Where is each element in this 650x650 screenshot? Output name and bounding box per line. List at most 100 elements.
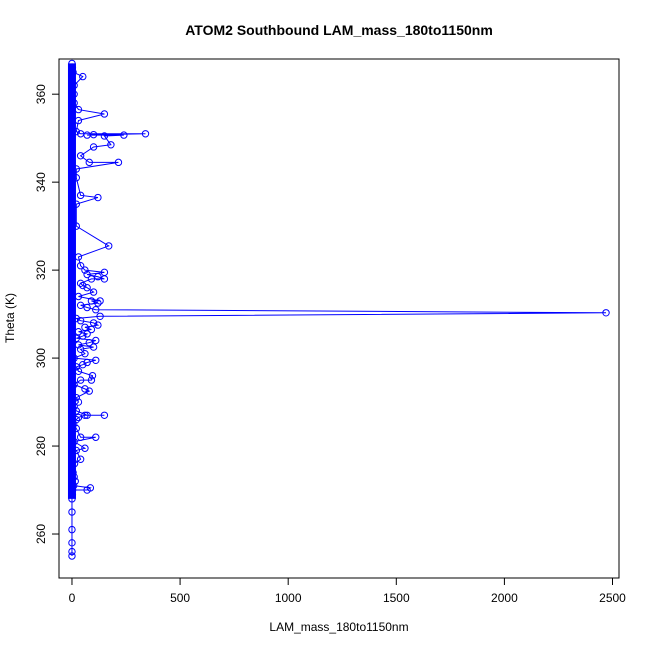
data-point [85, 158, 93, 167]
data-point [76, 301, 85, 310]
data-point [87, 376, 96, 384]
data-point [83, 411, 91, 419]
data-point [68, 59, 76, 68]
data-points [68, 59, 610, 560]
data-point [100, 110, 109, 118]
data-point [72, 393, 80, 402]
data-point [76, 152, 85, 160]
y-tick-label: 360 [34, 84, 48, 104]
x-tick-label: 0 [69, 591, 76, 605]
data-point [89, 319, 98, 327]
data-point [79, 332, 87, 340]
data-point [68, 64, 77, 72]
data-point [107, 141, 115, 149]
data-point [87, 297, 96, 305]
data-point [96, 312, 104, 321]
data-point [86, 484, 95, 492]
data-point [76, 130, 85, 138]
data-point [92, 336, 100, 345]
data-point [76, 262, 85, 270]
data-point [70, 481, 78, 490]
data-point [70, 81, 78, 90]
data-point [89, 130, 98, 139]
data-point [85, 338, 93, 347]
data-point [68, 490, 77, 499]
data-point [105, 242, 113, 250]
data-point [83, 284, 91, 292]
data-point [72, 314, 80, 323]
data-point [76, 191, 85, 200]
data-point [72, 165, 80, 173]
data-point [72, 407, 80, 415]
data-point [74, 413, 83, 422]
y-axis: 260 280 300 320 340 360 [34, 84, 60, 544]
data-point [96, 297, 104, 305]
data-point [72, 174, 80, 182]
data-point [68, 552, 76, 560]
data-point [100, 411, 109, 419]
data-point [83, 358, 91, 367]
data-point [70, 90, 78, 98]
data-point [81, 444, 89, 452]
data-point [114, 158, 123, 167]
data-point [72, 200, 80, 208]
data-point [87, 275, 96, 283]
data-point [94, 273, 102, 281]
data-point [76, 345, 85, 353]
data-point [120, 131, 128, 139]
data-point [69, 68, 77, 76]
data-point [72, 415, 80, 424]
data-point [92, 356, 100, 364]
data-point [70, 380, 78, 389]
data-point [92, 306, 100, 314]
data-point [74, 116, 83, 125]
data-point [141, 130, 150, 138]
data-point [94, 299, 102, 307]
data-point [89, 343, 98, 351]
data-point [81, 266, 89, 274]
data-point [79, 72, 87, 81]
data-point [79, 281, 87, 290]
data-point [83, 330, 91, 338]
data-point [71, 477, 79, 485]
y-tick-label: 300 [34, 348, 48, 368]
data-point [74, 292, 83, 301]
data-point [74, 398, 83, 406]
data-point [68, 539, 76, 547]
data-point [72, 222, 80, 230]
data-point [81, 385, 89, 393]
data-point [94, 321, 102, 329]
data-point [76, 316, 85, 325]
data-point [76, 433, 85, 441]
data-point [70, 354, 78, 362]
y-axis-label: Theta (K) [3, 293, 17, 343]
data-point [83, 270, 91, 279]
data-point [72, 334, 80, 342]
data-point [72, 363, 80, 371]
data-point [89, 143, 98, 151]
data-point [68, 495, 76, 503]
data-point [68, 547, 76, 556]
data-point [74, 367, 83, 375]
data-point [76, 376, 85, 384]
data-point [92, 433, 100, 441]
data-point [70, 437, 78, 446]
x-tick-label: 2000 [491, 591, 518, 605]
data-point [100, 268, 109, 277]
y-tick-label: 280 [34, 436, 48, 456]
x-tick-label: 500 [170, 591, 190, 605]
data-point [68, 486, 77, 494]
data-point [81, 323, 89, 331]
data-point [70, 402, 78, 411]
data-point [68, 525, 76, 534]
data-point [72, 446, 80, 455]
data-point [74, 105, 83, 114]
data-point [72, 127, 80, 136]
y-tick-label: 260 [34, 524, 48, 544]
data-point [69, 468, 77, 477]
data-point [74, 341, 83, 349]
data-point [76, 279, 85, 288]
y-tick-label: 320 [34, 260, 48, 280]
